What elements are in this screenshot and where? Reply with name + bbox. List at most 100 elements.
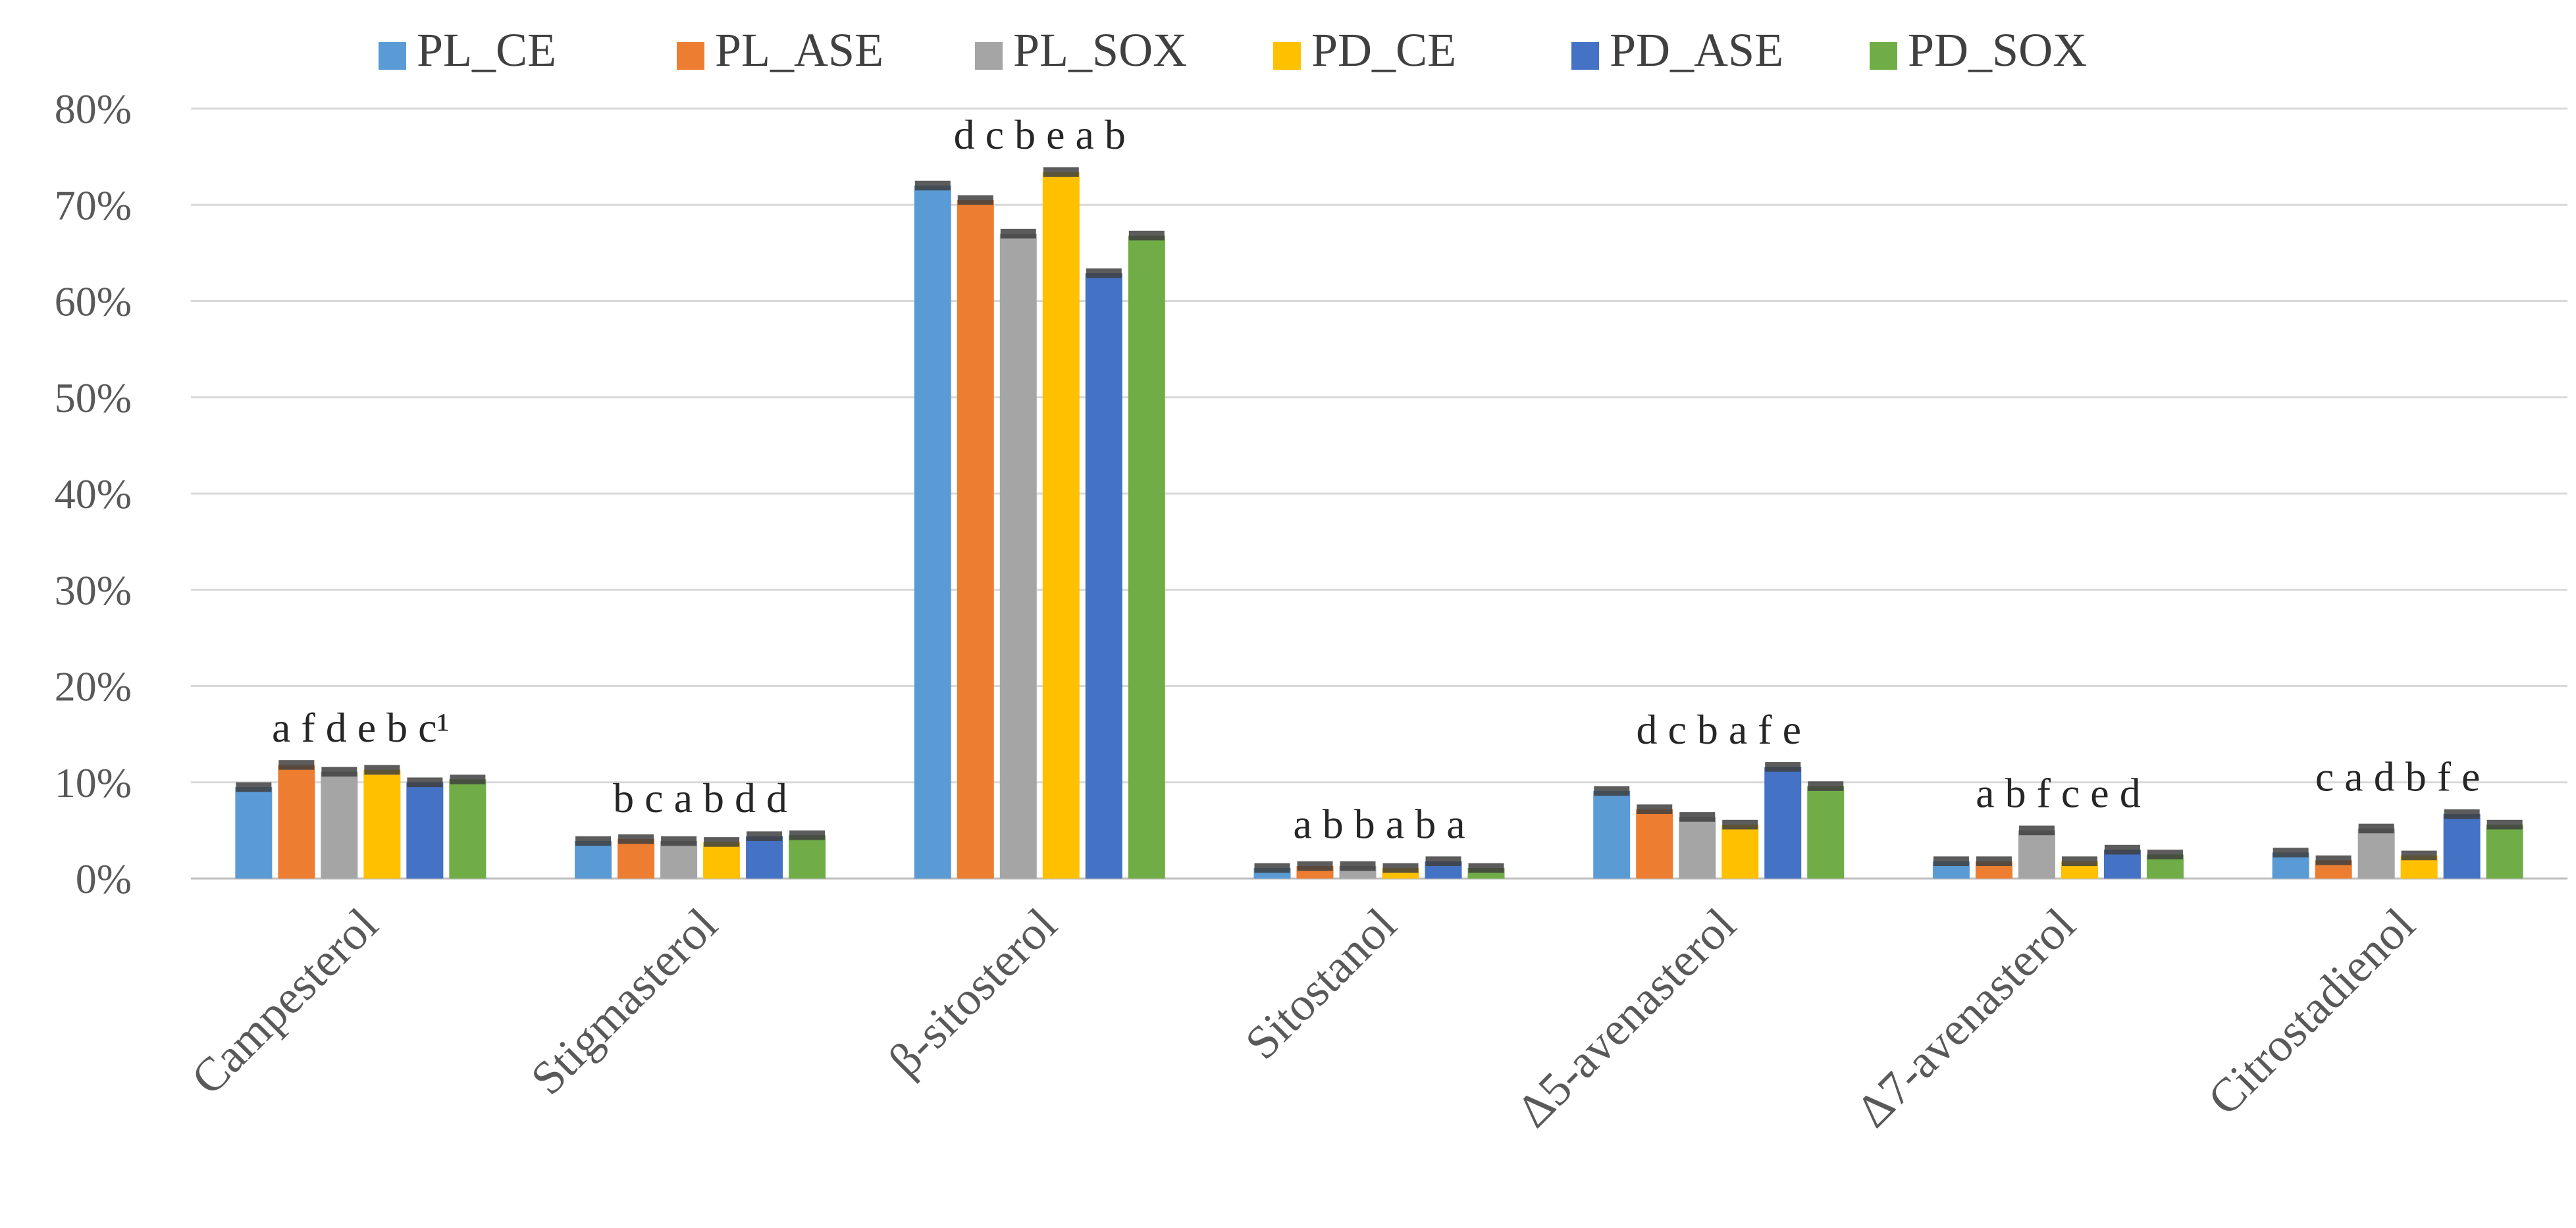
legend-item: PL_ASE	[677, 24, 883, 76]
legend: PL_CE PL_ASE PL_SOX PD_CE PD_ASE PD_SOX	[379, 24, 2087, 76]
x-axis-labels: Campesterol Stigmasterol β-sitosterol Sitos…	[181, 898, 2425, 1138]
y-tick-label: 60%	[55, 278, 132, 325]
y-tick-label: 70%	[55, 182, 132, 228]
error-bar	[1128, 230, 1165, 241]
error-bar	[321, 767, 357, 777]
error-bar	[2401, 850, 2437, 861]
x-category-label: Sitostanol	[1235, 898, 1406, 1069]
significance-label: d c b e a b	[954, 111, 1126, 158]
bar-pd-ce	[1722, 825, 1759, 879]
error-bar	[1933, 856, 1969, 866]
error-bar	[2018, 825, 2055, 836]
significance-labels: a f d e b c¹ b c a b d d d c b e a b a b b …	[272, 111, 2480, 847]
y-tick-label: 10%	[55, 759, 132, 806]
error-bar	[1594, 786, 1630, 796]
bar-pd-ce	[1042, 172, 1080, 879]
bar-pl-ase	[278, 765, 315, 879]
bar-pd-ce	[363, 769, 401, 879]
bar-pl-ce	[914, 186, 951, 879]
error-bar	[957, 195, 993, 205]
legend-swatch	[1870, 42, 1897, 70]
significance-label: a b f c e d	[1976, 770, 2141, 817]
error-bar	[1637, 804, 1673, 815]
bar-pl-sox	[321, 771, 358, 879]
legend-swatch	[379, 42, 406, 70]
y-tick-label: 50%	[55, 374, 132, 421]
error-bar	[1765, 762, 1801, 772]
error-bar	[2147, 850, 2183, 859]
x-category-label: Δ5-avenasterol	[1506, 898, 1746, 1138]
x-category-label: Campesterol	[181, 898, 388, 1105]
error-bar	[704, 837, 740, 847]
error-bar	[1043, 167, 1079, 177]
error-bar	[1086, 268, 1122, 278]
legend-label: PL_ASE	[715, 24, 883, 76]
error-bar	[1679, 812, 1716, 822]
legend-label: PL_SOX	[1013, 24, 1187, 76]
legend-label: PL_CE	[417, 24, 556, 76]
error-bar	[747, 831, 783, 841]
bar-pl-ce	[1593, 790, 1631, 879]
bar-pl-ce	[575, 840, 612, 879]
significance-label: c a d b f e	[2315, 754, 2481, 800]
error-bar	[1000, 228, 1036, 239]
error-bar	[1382, 863, 1419, 873]
x-category-label: β-sitosterol	[878, 898, 1066, 1087]
significance-label: b c a b d d	[613, 775, 787, 821]
bar-pl-ase	[1636, 809, 1673, 879]
error-bar	[2273, 848, 2309, 857]
bar-pd-sox	[1807, 786, 1845, 879]
x-category-label: Stigmasterol	[521, 898, 727, 1105]
bar-pd-ase	[1764, 767, 1802, 879]
error-bar	[1254, 863, 1290, 873]
bar-pl-sox	[1679, 817, 1716, 879]
bar-pl-sox	[999, 234, 1037, 879]
legend-swatch	[677, 42, 704, 70]
error-bar	[914, 180, 951, 191]
y-axis-ticks: 0% 10% 20% 30% 40% 50% 60% 70% 80%	[55, 86, 132, 902]
bar-pl-ce	[235, 787, 273, 879]
error-bar	[1297, 861, 1333, 871]
error-bar	[450, 775, 486, 784]
bar-pd-ase	[746, 836, 783, 879]
gridlines	[191, 107, 2567, 880]
legend-swatch	[1273, 42, 1301, 70]
legend-item: PD_ASE	[1571, 24, 1783, 76]
y-tick-label: 20%	[55, 663, 132, 710]
significance-label: a f d e b c¹	[272, 704, 450, 751]
bar-pd-ce	[703, 842, 741, 879]
bar-pd-ase	[406, 782, 444, 879]
error-bar	[278, 760, 315, 770]
bar-pl-ase	[618, 839, 655, 879]
bar-pd-ase	[2443, 814, 2481, 879]
error-bar	[364, 765, 400, 775]
y-tick-label: 40%	[55, 471, 132, 517]
error-bar	[2061, 856, 2097, 866]
error-bar	[236, 782, 272, 792]
x-category-label: Δ7-avenasterol	[1846, 898, 2086, 1138]
error-bar	[1425, 856, 1461, 866]
error-bar	[1468, 863, 1504, 873]
legend-label: PD_ASE	[1610, 24, 1783, 76]
legend-item: PL_SOX	[975, 24, 1187, 76]
error-bar	[618, 834, 654, 844]
error-bar	[575, 836, 612, 846]
error-bar	[407, 777, 443, 788]
bar-pd-sox	[789, 835, 826, 879]
error-bar	[1808, 781, 1844, 791]
error-bar	[1340, 861, 1376, 871]
bar-pd-sox	[449, 779, 486, 879]
error-bar	[661, 836, 697, 846]
bar-pl-sox	[2357, 828, 2395, 879]
legend-label: PD_SOX	[1908, 24, 2087, 76]
bars	[235, 167, 2523, 879]
error-bar	[789, 830, 826, 840]
y-tick-label: 0%	[76, 856, 132, 902]
bar-pd-ase	[1085, 273, 1122, 879]
bar-pl-sox	[2018, 830, 2055, 879]
error-bar	[1722, 819, 1758, 830]
legend-swatch	[975, 42, 1003, 70]
legend-item: PL_CE	[379, 24, 556, 76]
error-bar	[2358, 823, 2394, 834]
